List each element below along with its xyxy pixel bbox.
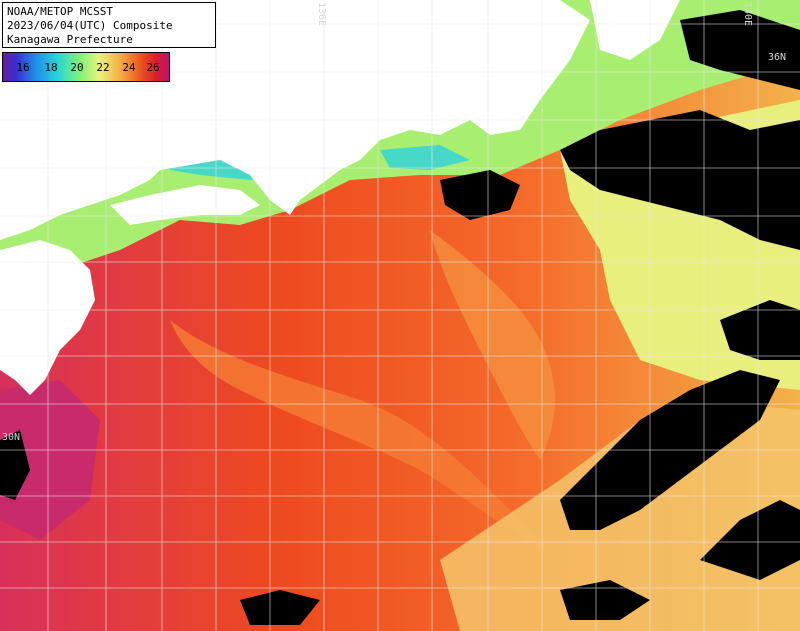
sea-cyan-coast-2 xyxy=(380,145,470,170)
date-label: 2023/06/04(UTC) Composite xyxy=(7,19,173,32)
lat-label-30n-left: 30N xyxy=(2,432,21,443)
lon-label-136e: 136E xyxy=(316,2,327,27)
sea-warm-eddy xyxy=(170,320,560,560)
product-name: NOAA/METOP MCSST xyxy=(7,5,113,18)
cloud-southwest xyxy=(0,430,30,500)
cloud-center-patch xyxy=(440,170,520,220)
legend-tick-20: 20 xyxy=(70,61,84,74)
sea-hot-west xyxy=(0,380,100,540)
map-title-box: NOAA/METOP MCSST 2023/06/04(UTC) Composi… xyxy=(2,2,216,48)
cloud-south-speckle xyxy=(240,590,320,625)
source-label: Kanagawa Prefecture xyxy=(7,33,133,46)
legend-tick-26: 26 xyxy=(146,61,160,74)
cloud-east-band xyxy=(680,10,800,90)
cloud-south-speckle-2 xyxy=(560,580,650,620)
cloud-northeast xyxy=(560,110,800,250)
lon-label-140e: 140E xyxy=(742,2,753,27)
lat-label-36n: 36N xyxy=(768,52,787,63)
temperature-legend: 16 18 20 22 24 26 xyxy=(2,52,170,82)
land-northeast xyxy=(590,0,680,60)
cloud-south-east xyxy=(700,500,800,580)
land-shikoku xyxy=(110,185,260,225)
legend-tick-16: 16 xyxy=(16,61,30,74)
legend-tick-24: 24 xyxy=(122,61,136,74)
legend-tick-18: 18 xyxy=(44,61,58,74)
sea-warm-eddy-2 xyxy=(430,230,555,460)
legend-tick-22: 22 xyxy=(96,61,110,74)
cloud-east-mid xyxy=(720,300,800,360)
legend-tick-labels: 16 18 20 22 24 26 xyxy=(3,61,169,75)
